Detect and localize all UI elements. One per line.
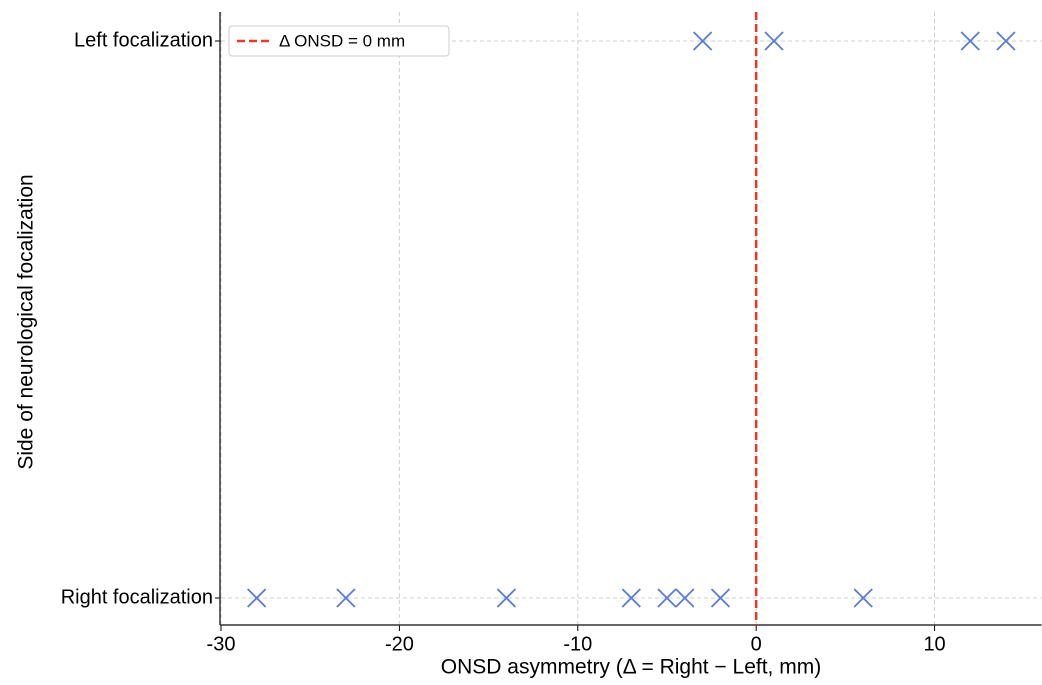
- x-axis-label: ONSD asymmetry (Δ = Right − Left, mm): [441, 656, 821, 679]
- point: [336, 588, 356, 608]
- point: [675, 588, 695, 608]
- point: [853, 588, 873, 608]
- legend-label: Δ ONSD = 0 mm: [279, 31, 405, 50]
- point-x: [336, 588, 356, 608]
- y-tick-label: Right focalization: [61, 586, 213, 608]
- x-tick-label: -20: [385, 633, 414, 655]
- point-x: [496, 588, 517, 608]
- y-tick-label: Left focalization: [74, 29, 213, 51]
- point-x: [710, 588, 731, 608]
- point-x: [853, 588, 873, 608]
- point: [621, 588, 641, 608]
- point: [657, 588, 677, 608]
- point-x: [621, 588, 641, 608]
- point-x: [247, 588, 267, 608]
- point-x: [764, 31, 784, 51]
- point-x: [693, 31, 713, 51]
- point: [710, 588, 731, 608]
- point: [764, 31, 784, 51]
- point-x: [675, 588, 695, 608]
- point: [496, 588, 517, 608]
- x-tick-label: 0: [751, 633, 762, 655]
- point: [693, 31, 713, 51]
- x-tick-label: -30: [207, 633, 236, 655]
- point: [996, 31, 1016, 51]
- point-x: [960, 31, 980, 51]
- point: [960, 31, 980, 51]
- x-tick-label: -10: [563, 633, 592, 655]
- point-x: [996, 31, 1016, 51]
- point-x: [657, 588, 677, 608]
- point: [247, 588, 267, 608]
- legend-box: [228, 25, 450, 57]
- y-axis-label: Side of neurological focalization: [15, 174, 38, 469]
- x-tick-label: 10: [923, 633, 945, 655]
